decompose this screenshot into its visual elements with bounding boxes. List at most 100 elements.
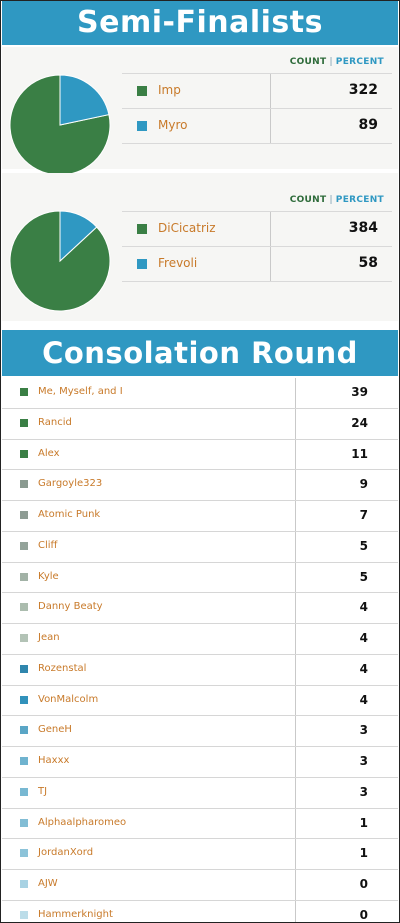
entrant-name[interactable]: Jean <box>38 632 60 643</box>
column-divider <box>295 685 296 716</box>
vote-count: 3 <box>359 754 368 768</box>
legend-swatch <box>137 86 147 96</box>
entrant-name[interactable]: Hammerknight <box>38 908 113 920</box>
column-header: COUNT | PERCENT <box>290 57 384 67</box>
vote-count: 7 <box>359 508 368 522</box>
table-row: VonMalcolm 4 <box>2 685 398 717</box>
column-divider <box>295 870 296 900</box>
legend-swatch <box>20 818 28 827</box>
column-divider <box>295 593 296 623</box>
table-row: Alphaalpharomeo 1 <box>2 808 398 840</box>
legend-swatch <box>20 849 28 858</box>
legend-swatch <box>20 910 28 919</box>
column-divider <box>295 562 296 593</box>
entrant-name[interactable]: JordanXord <box>38 847 94 859</box>
entrant-name[interactable]: Haxxx <box>38 755 70 766</box>
entrant-name[interactable]: GeneH <box>38 724 72 736</box>
legend-swatch <box>137 224 147 234</box>
percent-toggle[interactable]: PERCENT <box>335 57 384 67</box>
column-divider <box>295 439 296 470</box>
vote-count: 4 <box>359 661 368 676</box>
poll-table-2: DiCicatriz 384 Frevoli 58 <box>122 211 392 282</box>
table-row: TJ 3 <box>2 777 398 809</box>
entrant-name[interactable]: Gargoyle323 <box>38 478 103 490</box>
legend-swatch <box>20 726 28 735</box>
poll-row: Frevoli 58 <box>122 247 392 282</box>
table-row: Gargoyle323 9 <box>2 470 398 501</box>
pie-slice-frevoli <box>59 210 98 263</box>
table-row: Kyle 5 <box>2 562 398 594</box>
column-divider <box>270 212 271 246</box>
table-row: Me, Myself, and I 39 <box>2 378 398 409</box>
vote-count: 5 <box>359 538 368 553</box>
poll-row: DiCicatriz 384 <box>122 211 392 247</box>
entrant-name[interactable]: TJ <box>38 785 48 797</box>
entrant-name[interactable]: VonMalcolm <box>38 693 99 705</box>
table-row: Atomic Punk 7 <box>2 501 398 532</box>
legend-swatch <box>20 880 28 888</box>
column-divider <box>270 109 271 143</box>
table-row: Hammerknight 0 <box>2 900 398 922</box>
percent-toggle[interactable]: PERCENT <box>335 195 384 205</box>
consolation-table: Me, Myself, and I 39 Rancid 24 Alex 11 Gargoyl… <box>2 378 398 922</box>
entrant-name[interactable]: Danny Beaty <box>38 601 103 613</box>
option-label[interactable]: Myro <box>158 118 188 132</box>
legend-swatch <box>20 695 28 704</box>
option-label[interactable]: Frevoli <box>158 256 198 270</box>
table-row: Cliff 5 <box>2 531 398 563</box>
option-label[interactable]: Imp <box>158 83 181 97</box>
entrant-name[interactable]: Alphaalpharomeo <box>38 816 127 828</box>
column-divider <box>295 470 296 500</box>
legend-swatch <box>20 634 28 642</box>
vote-count: 39 <box>351 385 368 399</box>
entrant-name[interactable]: Me, Myself, and I <box>38 386 123 397</box>
table-row: Rancid 24 <box>2 408 398 440</box>
vote-count: 3 <box>359 784 368 799</box>
vote-count: 322 <box>348 82 378 98</box>
vote-count: 4 <box>359 692 368 707</box>
entrant-name[interactable]: AJW <box>38 878 58 889</box>
count-toggle[interactable]: COUNT <box>289 195 327 205</box>
table-row: Rozenstal 4 <box>2 654 398 686</box>
column-divider <box>270 74 271 108</box>
table-row: AJW 0 <box>2 870 398 901</box>
header-separator: | <box>329 195 333 205</box>
vote-count: 58 <box>358 255 378 271</box>
legend-swatch <box>20 449 28 458</box>
column-divider <box>295 777 296 808</box>
entrant-name[interactable]: Alex <box>38 447 60 459</box>
column-divider <box>295 808 296 839</box>
table-row: Haxxx 3 <box>2 747 398 778</box>
entrant-name[interactable]: Rozenstal <box>38 662 87 674</box>
poll-table-1: Imp 322 Myro 89 <box>122 73 392 144</box>
vote-count: 0 <box>359 877 368 891</box>
column-divider <box>295 624 296 654</box>
column-divider <box>270 247 271 281</box>
pie-slice-myro <box>59 74 110 126</box>
table-row: Alex 11 <box>2 439 398 471</box>
legend-swatch <box>20 480 28 489</box>
column-divider <box>295 408 296 439</box>
vote-count: 9 <box>359 477 368 492</box>
vote-count: 4 <box>359 600 368 615</box>
entrant-name[interactable]: Rancid <box>38 416 72 428</box>
table-row: Danny Beaty 4 <box>2 593 398 624</box>
vote-count: 384 <box>348 220 378 236</box>
option-label[interactable]: DiCicatriz <box>158 221 216 235</box>
count-toggle[interactable]: COUNT <box>289 57 327 67</box>
entrant-name[interactable]: Atomic Punk <box>38 509 101 520</box>
vote-count: 11 <box>351 446 368 461</box>
vote-count: 1 <box>359 815 368 830</box>
poll-row: Imp 322 <box>122 73 392 109</box>
legend-swatch <box>20 418 28 427</box>
legend-swatch <box>20 511 28 519</box>
table-row: Jean 4 <box>2 624 398 655</box>
entrant-name[interactable]: Kyle <box>38 570 59 582</box>
column-divider <box>295 716 296 746</box>
pie-chart-2 <box>9 210 111 312</box>
vote-count: 24 <box>351 415 368 430</box>
column-divider <box>295 501 296 531</box>
entrant-name[interactable]: Cliff <box>38 539 58 551</box>
vote-count: 5 <box>359 569 368 584</box>
